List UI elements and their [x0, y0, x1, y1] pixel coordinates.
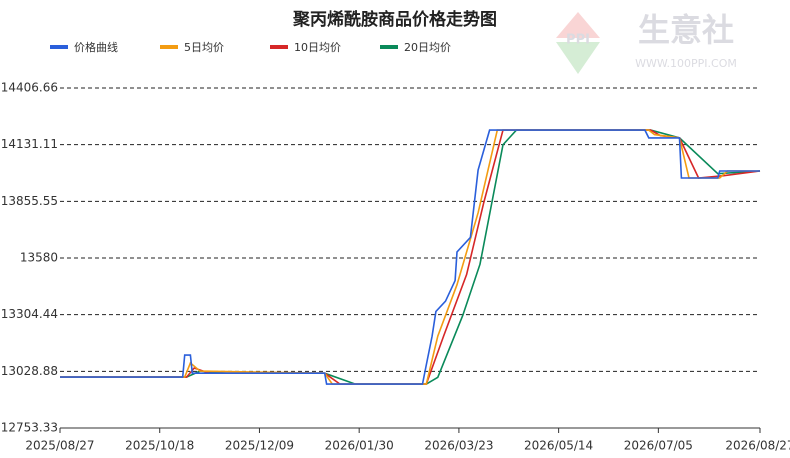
legend-swatch — [50, 45, 68, 49]
x-tick-label: 2026/01/30 — [325, 439, 394, 453]
chart-title: 聚丙烯酰胺商品价格走势图 — [292, 9, 497, 30]
x-tick-label: 2026/03/23 — [424, 439, 493, 453]
legend-label: 5日均价 — [184, 41, 224, 54]
x-tick-label: 2025/08/27 — [25, 439, 94, 453]
watermark: PPI 生意社 WWW.100PPI.COM — [556, 11, 737, 74]
logo-text: PPI — [566, 33, 590, 48]
y-tick-label: 13304.44 — [1, 307, 58, 321]
x-tick-label: 2026/07/05 — [624, 439, 693, 453]
logo-shape — [556, 12, 600, 38]
y-tick-label: 14406.66 — [1, 81, 58, 95]
watermark-url: WWW.100PPI.COM — [635, 57, 737, 70]
legend-label: 价格曲线 — [74, 40, 118, 54]
logo-shape — [556, 42, 600, 74]
y-tick-label: 13855.55 — [1, 194, 58, 208]
series-line — [60, 129, 760, 385]
x-tick-label: 2026/08/27 — [725, 439, 790, 453]
series-line — [60, 129, 760, 385]
y-tick-label: 12753.33 — [1, 421, 58, 435]
legend-swatch — [160, 45, 178, 49]
legend-swatch — [380, 45, 398, 49]
series-line — [60, 129, 761, 385]
y-tick-label: 13580 — [20, 250, 58, 264]
legend-swatch — [270, 45, 288, 49]
y-tick-label: 14131.11 — [1, 137, 58, 151]
x-tick-label: 2025/12/09 — [225, 439, 294, 453]
legend-label: 10日均价 — [294, 41, 341, 54]
x-tick-label: 2025/10/18 — [125, 439, 194, 453]
watermark-name: 生意社 — [638, 11, 734, 49]
y-tick-label: 13028.88 — [1, 364, 58, 378]
legend-label: 20日均价 — [404, 41, 451, 54]
x-tick-label: 2026/05/14 — [524, 439, 593, 453]
series-line — [60, 129, 761, 385]
